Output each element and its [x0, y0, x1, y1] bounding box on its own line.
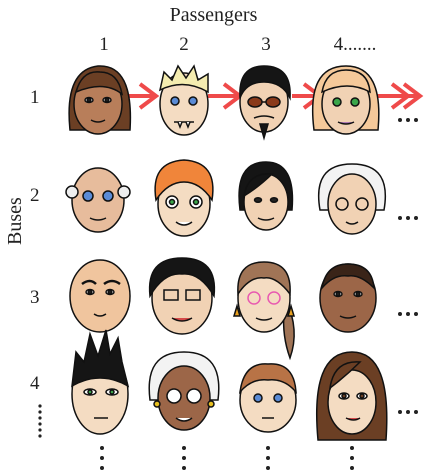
passenger-face-2-4: [318, 163, 386, 235]
passenger-face-3-3: [232, 261, 296, 361]
column-header-3: 3: [261, 34, 271, 55]
passenger-face-2-3: [238, 161, 294, 231]
passenger-face-3-1: [69, 259, 131, 333]
row-end-ellipsis: [398, 118, 418, 414]
column-ellipsis: [100, 446, 354, 470]
passenger-face-1-4: [311, 65, 380, 135]
column-header-2: 2: [179, 34, 189, 55]
passenger-face-2-1: [65, 167, 131, 233]
passenger-face-1-1: [68, 65, 132, 135]
row-header-1: 1: [30, 87, 40, 108]
passenger-face-4-3: [238, 363, 297, 433]
column-header-4: 4.......: [333, 34, 377, 55]
row-header-4: 4: [30, 373, 40, 394]
passenger-face-4-2: [148, 351, 220, 431]
passenger-face-3-4: [319, 263, 377, 333]
passenger-face-4-1: [71, 329, 130, 435]
row-header-2: 2: [30, 185, 40, 206]
row-header-3: 3: [30, 287, 40, 308]
passenger-face-4-4: [315, 351, 388, 441]
passenger-face-1-3: [239, 65, 291, 141]
passenger-face-2-2: [154, 159, 214, 237]
diagram-title: Passengers: [169, 4, 258, 26]
passenger-face-3-2: [148, 257, 216, 335]
row-ellipsis: [38, 404, 42, 438]
column-header-1: 1: [99, 34, 109, 55]
passenger-face-1-2: [158, 64, 209, 136]
